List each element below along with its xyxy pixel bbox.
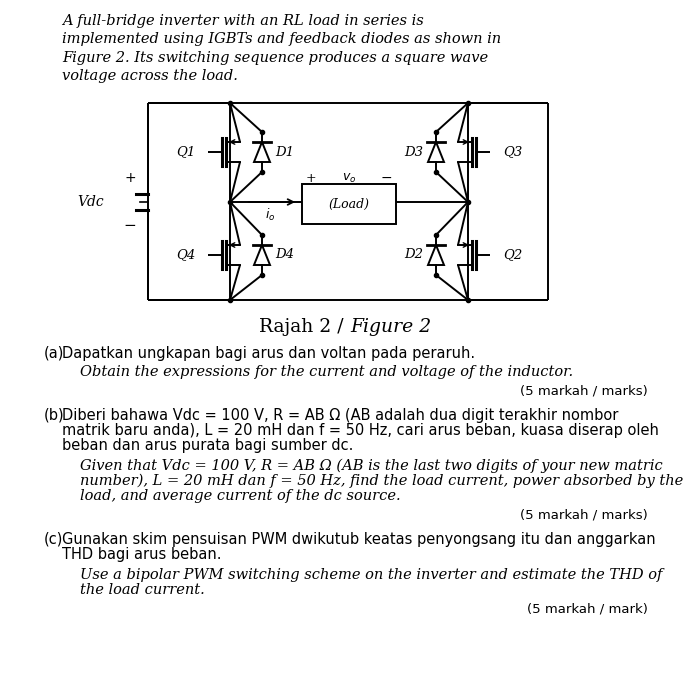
Text: Rajah 2 /: Rajah 2 / (260, 318, 350, 336)
Text: D4: D4 (275, 248, 294, 262)
Text: beban dan arus purata bagi sumber dc.: beban dan arus purata bagi sumber dc. (62, 438, 354, 453)
Text: (5 markah / marks): (5 markah / marks) (520, 508, 648, 521)
Text: (5 markah / marks): (5 markah / marks) (520, 384, 648, 397)
Text: Obtain the expressions for the current and voltage of the inductor.: Obtain the expressions for the current a… (80, 365, 573, 379)
Text: (5 markah / mark): (5 markah / mark) (527, 602, 648, 615)
Text: (c): (c) (44, 532, 64, 547)
Text: Q1: Q1 (176, 145, 195, 159)
Text: Given that Vdc = 100 V, R = AB Ω (AB is the last two digits of your new matric: Given that Vdc = 100 V, R = AB Ω (AB is … (80, 459, 663, 473)
Text: Use a bipolar PWM switching scheme on the inverter and estimate the THD of: Use a bipolar PWM switching scheme on th… (80, 568, 662, 582)
Text: Gunakan skim pensuisan PWM dwikutub keatas penyongsang itu dan anggarkan: Gunakan skim pensuisan PWM dwikutub keat… (62, 532, 656, 547)
Text: number), L = 20 mH dan f = 50 Hz, find the load current, power absorbed by the: number), L = 20 mH dan f = 50 Hz, find t… (80, 474, 683, 489)
Text: Q3: Q3 (503, 145, 522, 159)
Text: +: + (306, 171, 316, 184)
Text: D2: D2 (404, 248, 423, 262)
Text: Figure 2: Figure 2 (350, 318, 431, 336)
Text: +: + (124, 171, 136, 185)
Text: THD bagi arus beban.: THD bagi arus beban. (62, 547, 221, 562)
Text: A full-bridge inverter with an RL load in series is
implemented using IGBTs and : A full-bridge inverter with an RL load i… (62, 14, 501, 84)
Text: Diberi bahawa Vdc = 100 V, R = AB Ω (AB adalah dua digit terakhir nombor: Diberi bahawa Vdc = 100 V, R = AB Ω (AB … (62, 408, 618, 423)
Text: D3: D3 (404, 145, 423, 159)
Text: D1: D1 (275, 145, 294, 159)
Text: Q2: Q2 (503, 248, 522, 262)
Text: Dapatkan ungkapan bagi arus dan voltan pada peraruh.: Dapatkan ungkapan bagi arus dan voltan p… (62, 346, 475, 361)
Text: the load current.: the load current. (80, 583, 204, 597)
Text: (b): (b) (44, 408, 64, 423)
Bar (302, 184, 396, 224)
Text: $i_o$: $i_o$ (265, 207, 275, 223)
Text: Q4: Q4 (176, 248, 195, 262)
Text: −: − (380, 171, 392, 185)
Text: (Load): (Load) (328, 198, 370, 210)
Text: (a): (a) (44, 346, 64, 361)
Text: Vdc: Vdc (78, 195, 104, 209)
Text: −: − (124, 219, 136, 233)
Text: matrik baru anda), L = 20 mH dan f = 50 Hz, cari arus beban, kuasa diserap oleh: matrik baru anda), L = 20 mH dan f = 50 … (62, 423, 659, 438)
Text: load, and average current of the dc source.: load, and average current of the dc sour… (80, 489, 400, 503)
Text: $v_o$: $v_o$ (342, 171, 356, 184)
